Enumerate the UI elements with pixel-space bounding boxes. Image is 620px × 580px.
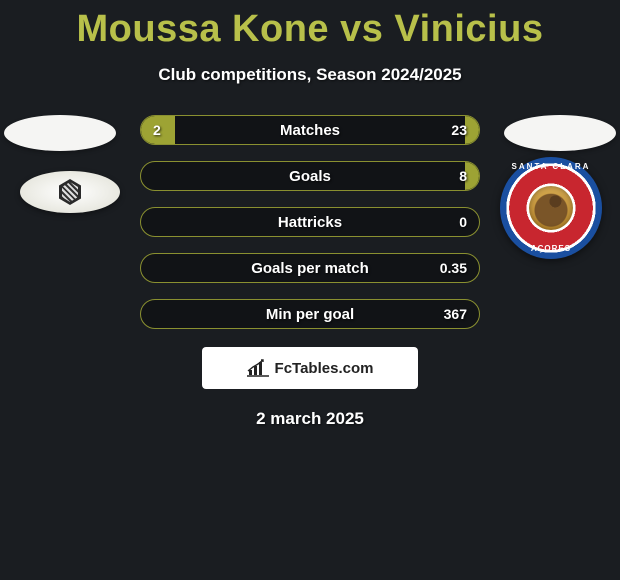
footer-date: 2 march 2025 xyxy=(0,409,620,429)
stat-row: Min per goal367 xyxy=(140,299,480,329)
club-right-eagle-icon xyxy=(529,186,573,230)
stat-row: Hattricks0 xyxy=(140,207,480,237)
stat-label: Goals per match xyxy=(141,254,479,282)
stat-value-right: 23 xyxy=(451,116,467,144)
club-right-name-top: SANTA CLARA xyxy=(500,162,602,171)
page-title: Moussa Kone vs Vinicius xyxy=(0,0,620,51)
stat-row: Goals per match0.35 xyxy=(140,253,480,283)
stat-label: Hattricks xyxy=(141,208,479,236)
club-right-badge: SANTA CLARA AÇORES xyxy=(500,157,602,259)
stat-label: Matches xyxy=(141,116,479,144)
stat-bars-container: 2Matches23 Goals8 Hattricks0 Goals per matc… xyxy=(140,115,480,329)
comparison-area: SANTA CLARA AÇORES 2Matches23 Goals8 Hattr… xyxy=(0,115,620,329)
stat-row: 2Matches23 xyxy=(140,115,480,145)
stat-value-right: 367 xyxy=(444,300,467,328)
stat-label: Goals xyxy=(141,162,479,190)
stat-value-right: 8 xyxy=(459,162,467,190)
site-badge[interactable]: FcTables.com xyxy=(202,347,418,389)
player-right-photo-placeholder xyxy=(504,115,616,151)
club-right-name-bot: AÇORES xyxy=(500,244,602,253)
player-left-photo-placeholder xyxy=(4,115,116,151)
site-badge-text: FcTables.com xyxy=(275,360,374,377)
stat-value-right: 0.35 xyxy=(440,254,467,282)
stat-label: Min per goal xyxy=(141,300,479,328)
stat-value-right: 0 xyxy=(459,208,467,236)
club-left-badge xyxy=(20,171,120,213)
stat-row: Goals8 xyxy=(140,161,480,191)
page-subtitle: Club competitions, Season 2024/2025 xyxy=(0,65,620,85)
club-left-crest-icon xyxy=(59,179,81,205)
bar-chart-icon xyxy=(247,359,269,377)
